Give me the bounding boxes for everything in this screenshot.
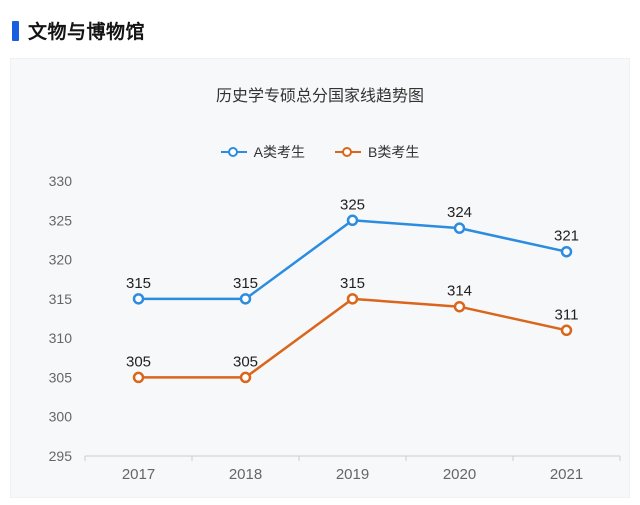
x-tick-label: 2017 xyxy=(122,466,155,483)
x-tick-label: 2021 xyxy=(550,466,583,483)
chart-plot-area: 295 300 305 310 315 320 325 330 2017 2018 2019 2020… xyxy=(10,166,630,486)
chart-title: 历史学专硕总分国家线趋势图 xyxy=(215,88,424,105)
data-point-label: 305 xyxy=(233,353,258,370)
legend-label-a: A类考生 xyxy=(253,144,305,160)
data-point xyxy=(132,293,145,305)
chart-card: 历史学专硕总分国家线趋势图 A类考生 B类考生 295 300 305 310 315 3… xyxy=(10,58,630,498)
data-point-label: 321 xyxy=(554,228,579,245)
line-chart: 295 300 305 310 315 320 325 330 2017 2018 2019 2020… xyxy=(49,173,621,483)
data-point xyxy=(346,214,359,227)
series-line xyxy=(137,297,568,379)
data-point xyxy=(132,371,145,384)
data-point-label: 311 xyxy=(555,306,579,323)
data-point xyxy=(239,293,252,305)
legend-item-a[interactable]: A类考生 xyxy=(220,142,305,162)
y-tick-label: 305 xyxy=(49,369,73,385)
legend-line-circle-icon xyxy=(335,146,361,158)
legend-item-b[interactable]: B类考生 xyxy=(335,142,419,162)
data-point xyxy=(453,300,466,313)
legend-label-b: B类考生 xyxy=(368,144,420,160)
y-tick-label: 310 xyxy=(49,330,73,346)
header-accent-bar xyxy=(12,20,19,41)
y-tick-label: 295 xyxy=(49,448,73,464)
data-point-label: 325 xyxy=(340,196,365,213)
data-point-label: 315 xyxy=(233,275,258,292)
data-point xyxy=(560,245,573,258)
data-point xyxy=(453,222,466,234)
data-point-label: 315 xyxy=(126,275,151,292)
legend-line-circle-icon xyxy=(220,146,247,158)
page-title: 文物与博物馆 xyxy=(28,22,146,43)
data-point xyxy=(560,324,573,337)
y-tick-label: 330 xyxy=(49,173,73,189)
x-tick-label: 2018 xyxy=(229,466,262,483)
data-point xyxy=(239,371,252,384)
y-tick-label: 320 xyxy=(49,252,73,268)
data-point-label: 315 xyxy=(340,275,365,292)
y-tick-label: 315 xyxy=(49,291,73,307)
page-header: 文物与博物馆 xyxy=(0,0,640,52)
data-point-label: 314 xyxy=(447,283,472,300)
data-point xyxy=(346,293,359,305)
y-tick-label: 325 xyxy=(49,212,73,228)
x-tick-label: 2019 xyxy=(336,466,369,483)
y-tick-label: 300 xyxy=(49,409,73,425)
data-point-label: 305 xyxy=(126,353,151,370)
chart-legend: A类考生 B类考生 xyxy=(10,142,630,162)
x-tick-label: 2020 xyxy=(443,466,476,483)
data-point-label: 324 xyxy=(447,204,472,221)
